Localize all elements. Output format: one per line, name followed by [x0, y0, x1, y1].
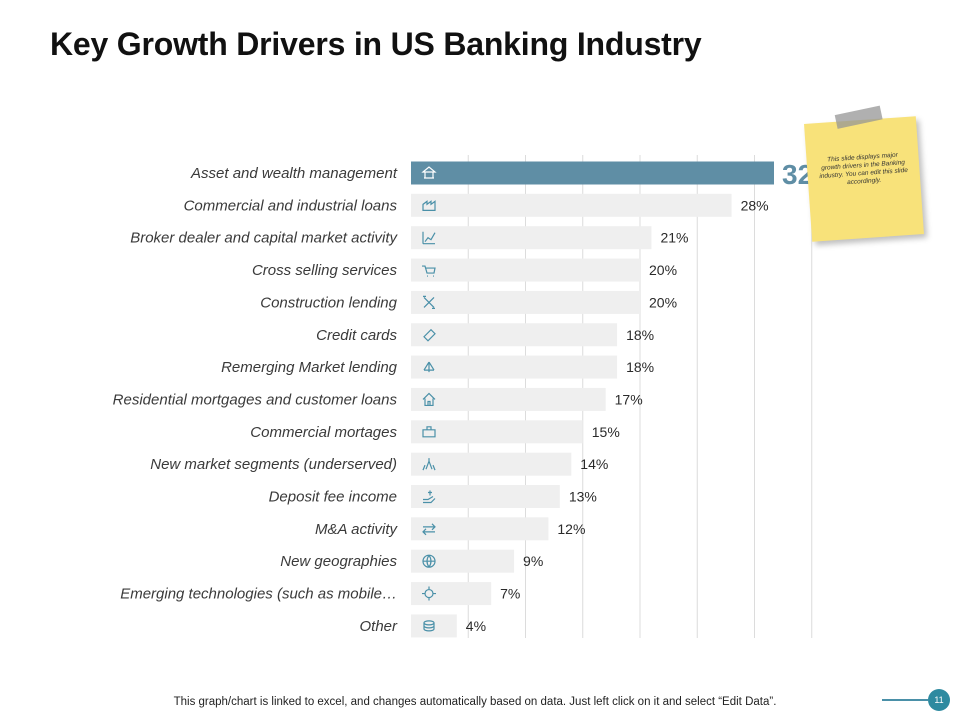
credit-card-icon-shape	[423, 328, 436, 342]
sticky-note: This slide displays major growth drivers…	[804, 105, 924, 242]
footer-note: This graph/chart is linked to excel, and…	[0, 696, 960, 708]
value-label: 14%	[580, 456, 608, 472]
cart-icon	[422, 265, 436, 277]
hand-money-icon	[423, 490, 436, 504]
globe-icon-shape	[422, 554, 436, 568]
value-label: 20%	[649, 294, 677, 310]
value-label: 9%	[523, 553, 543, 569]
value-label: 7%	[500, 586, 520, 602]
value-label: 20%	[649, 262, 677, 278]
bar-row[interactable]: Construction lending 20%	[260, 290, 677, 314]
cart-icon-shape	[422, 265, 436, 277]
briefcase-icon	[422, 426, 436, 438]
growth-chart-icon	[422, 231, 436, 245]
bar-row[interactable]: Commercial and industrial loans 28%	[184, 193, 769, 217]
bar-row[interactable]: Commercial mortages 15%	[250, 420, 620, 444]
bar-row[interactable]: Cross selling services 20%	[252, 258, 677, 282]
bar-row[interactable]: Other 4%	[359, 614, 486, 638]
category-label: Deposit fee income	[269, 489, 397, 506]
bar[interactable]	[411, 452, 572, 476]
bar-row[interactable]: New market segments (underserved) 14%	[150, 452, 608, 476]
bar-row[interactable]: Asset and wealth management 32	[190, 159, 813, 190]
category-label: Residential mortgages and customer loans	[113, 391, 398, 408]
network-icon-shape	[423, 361, 435, 373]
bar-row[interactable]: Deposit fee income 13%	[269, 485, 597, 508]
house-icon-shape	[422, 392, 436, 407]
bar[interactable]	[411, 549, 515, 573]
value-label: 18%	[626, 359, 654, 375]
bar[interactable]	[411, 161, 774, 185]
tools-icon	[423, 295, 435, 309]
sticky-note-text: This slide displays major growth drivers…	[819, 151, 909, 187]
bar-row[interactable]: Emerging technologies (such as mobile… 7%	[120, 582, 520, 606]
credit-card-icon	[423, 328, 436, 342]
bar-row[interactable]: Credit cards 18%	[316, 323, 654, 347]
wealth-icon-shape	[421, 166, 437, 179]
category-label: Remerging Market lending	[221, 359, 398, 376]
coins-icon	[423, 620, 435, 632]
bar[interactable]	[411, 387, 606, 411]
wealth-icon	[421, 166, 437, 179]
gear-icon-shape	[422, 586, 436, 601]
bar-row[interactable]: New geographies 9%	[280, 549, 543, 573]
bar[interactable]	[411, 323, 618, 347]
growth-chart-icon-shape	[422, 231, 436, 245]
category-label: Commercial and industrial loans	[184, 197, 398, 214]
gear-icon	[422, 586, 436, 601]
value-label: 21%	[660, 230, 688, 246]
category-label: Commercial mortages	[250, 424, 397, 441]
bar[interactable]	[411, 226, 652, 250]
value-label: 12%	[557, 521, 585, 537]
globe-icon	[422, 554, 436, 568]
category-label: Construction lending	[260, 294, 397, 311]
bar[interactable]	[411, 355, 618, 379]
bar[interactable]	[411, 290, 640, 314]
footer-text: This graph/chart is linked to excel, and…	[173, 696, 777, 708]
people-icon	[422, 458, 436, 471]
factory-icon-shape	[422, 200, 436, 211]
page-number-line	[882, 699, 928, 701]
category-label: New geographies	[280, 553, 397, 570]
factory-icon	[422, 200, 436, 211]
value-label: 13%	[569, 489, 597, 505]
network-icon	[423, 361, 435, 373]
house-icon	[422, 392, 436, 407]
category-label: Other	[359, 618, 398, 635]
value-label: 4%	[466, 618, 486, 634]
exchange-arrows-icon-shape	[422, 523, 436, 536]
value-label: 17%	[615, 391, 643, 407]
exchange-arrows-icon	[422, 523, 436, 536]
bar[interactable]	[411, 193, 732, 217]
hand-money-icon-shape	[423, 490, 436, 504]
bar-row[interactable]: Residential mortgages and customer loans…	[113, 387, 643, 411]
bar-row[interactable]: M&A activity 12%	[315, 517, 585, 541]
category-label: Credit cards	[316, 327, 397, 344]
bar[interactable]	[411, 420, 583, 444]
tools-icon-shape	[423, 295, 435, 309]
briefcase-icon-shape	[422, 426, 436, 438]
bar[interactable]	[411, 517, 549, 541]
bar[interactable]	[411, 485, 560, 508]
category-label: M&A activity	[315, 521, 398, 538]
category-label: New market segments (underserved)	[150, 456, 397, 473]
category-label: Asset and wealth management	[190, 165, 398, 182]
page-number-badge: 11	[928, 689, 950, 711]
value-label: 18%	[626, 327, 654, 343]
value-label: 15%	[592, 424, 620, 440]
page-title: Key Growth Drivers in US Banking Industr…	[50, 26, 702, 62]
coins-icon-shape	[423, 620, 435, 632]
category-label: Emerging technologies (such as mobile…	[120, 586, 397, 603]
bar[interactable]	[411, 582, 492, 606]
category-label: Cross selling services	[252, 262, 398, 279]
bar[interactable]	[411, 258, 640, 282]
bar-row[interactable]: Remerging Market lending 18%	[221, 355, 654, 379]
bar-row[interactable]: Broker dealer and capital market activit…	[130, 226, 688, 250]
people-icon-shape	[422, 458, 436, 471]
value-label: 28%	[741, 197, 769, 213]
category-label: Broker dealer and capital market activit…	[130, 230, 398, 247]
